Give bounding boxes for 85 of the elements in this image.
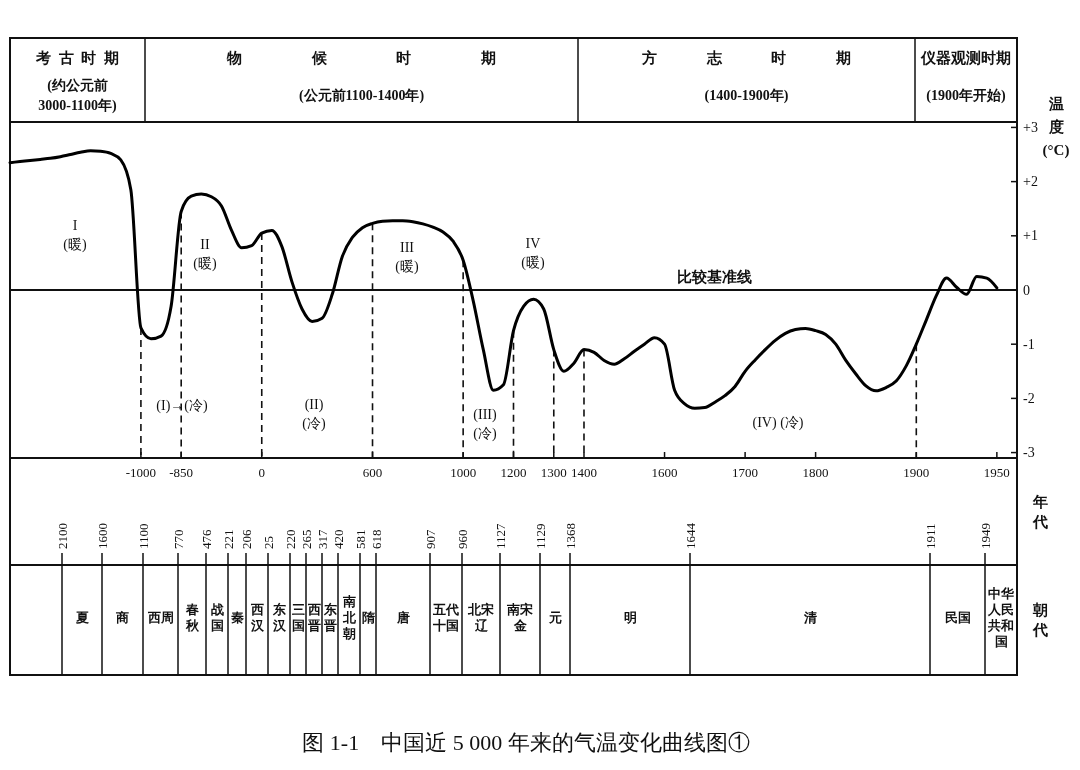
text: 206 [238,529,254,549]
text: 1129 [532,523,548,549]
text: 1644 [682,522,698,549]
x-tick-label: 1900 [903,464,930,480]
category-label: 商 [115,609,129,625]
text: (1900年开始) [926,87,1006,104]
category-label: 东汉 [271,601,287,633]
category-label: 中华人民共和国 [987,585,1015,649]
category-label: 秦 [230,609,245,625]
category-label: 考古时期 [34,50,120,66]
annotation: (I)→(冷) [156,397,208,414]
text: 770 [170,529,186,549]
text: 1127 [492,522,508,549]
y-tick-label: +1 [1023,228,1038,244]
text: (1400-1900年) [704,87,789,104]
annotation: (II) (冷) [302,396,326,431]
annotation: I (暖) [63,217,87,252]
y-tick-label: 0 [1023,282,1030,298]
text: 1100 [135,523,151,549]
x-tick-label: 1400 [570,464,597,480]
category-label: 清 [802,609,817,625]
y-tick-label: +2 [1023,174,1038,190]
text: 1949 [977,523,993,549]
x-tick-label: -850 [169,464,194,480]
x-tick-label: -1000 [125,464,157,480]
annotation: II (暖) [193,236,217,271]
category-label: 战国 [210,601,224,633]
annotation: (IV) (冷) [752,414,804,431]
category-label: 南宋金 [506,601,533,633]
category-label: 方志时期 [642,50,851,66]
text: 1600 [94,523,110,549]
annotation: III (暖) [395,239,419,274]
category-label: 元 [547,609,562,625]
x-tick-label: 1700 [732,464,759,480]
x-tick-label: 1800 [802,464,829,480]
category-label: 春秋 [184,601,200,633]
category-label: 五代十国 [432,601,459,633]
text: 图 1-1 中国近 5 000 年来的气温变化曲线图① [302,729,750,755]
category-label: 西周 [146,609,174,625]
text: 476 [198,529,214,549]
category-label: 夏 [74,609,89,625]
y-tick-label: -1 [1023,336,1035,352]
text: 907 [422,529,438,549]
annotation: (III) (冷) [473,406,497,441]
category-label: 东晋 [322,601,337,633]
category-label: 西晋 [306,601,321,633]
text: 618 [368,529,384,549]
category-label: 北宋辽 [467,601,494,633]
text: 25 [260,536,276,549]
text: (公元前1100-1400年) [298,87,425,104]
text: 1368 [562,523,578,549]
text: 1911 [922,523,938,549]
text: 221 [220,529,236,549]
x-tick-label: 1300 [540,464,567,480]
category-label: 唐 [395,609,410,625]
x-tick-label: 1950 [983,464,1010,480]
category-label: 物候时期 [227,50,496,66]
category-label: 西汉 [249,601,265,633]
category-label: 隋 [361,609,375,625]
category-label: 三国 [291,601,305,633]
text: 317 [314,529,330,549]
y-tick-label: -3 [1023,445,1035,461]
text: 年代 [1031,493,1048,530]
text: 265 [298,529,314,549]
x-tick-label: 0 [258,464,265,480]
category-label: 民国 [944,609,971,625]
category-label: 仪器观测时期 [920,50,1011,66]
ref-line-label: 比较基准线 [677,269,753,285]
category-label: 南北朝 [341,593,357,641]
category-label: 明 [623,609,637,625]
text: 960 [454,529,470,549]
annotation: IV (暖) [521,235,545,270]
text: (约公元前3000-1100年) [38,77,118,114]
text: 420 [330,529,346,549]
text: 581 [352,529,368,549]
text: 朝代 [1031,602,1048,638]
y-tick-label: +3 [1023,119,1038,135]
text: 2100 [54,523,70,549]
y-axis-title: 温度(°C) [1042,96,1070,159]
y-tick-label: -2 [1023,390,1035,406]
text: 220 [282,529,298,549]
x-tick-label: 1000 [450,464,477,480]
x-tick-label: 1200 [500,464,527,480]
x-tick-label: 600 [362,464,383,480]
x-tick-label: 1600 [651,464,678,480]
